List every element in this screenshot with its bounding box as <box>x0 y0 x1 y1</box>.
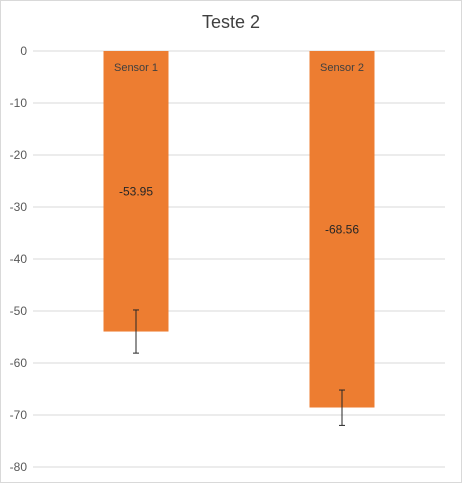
y-tick-label: -80 <box>10 460 28 474</box>
category-label: Sensor 1 <box>114 62 158 74</box>
category-label: Sensor 2 <box>320 62 364 74</box>
y-tick-label: -10 <box>10 96 28 110</box>
y-tick-label: -70 <box>10 408 28 422</box>
chart-title: Teste 2 <box>202 12 260 32</box>
data-label: -68.56 <box>325 222 359 236</box>
y-tick-label: -20 <box>10 148 28 162</box>
bar <box>103 51 169 332</box>
y-tick-label: -30 <box>10 200 28 214</box>
y-tick-label: 0 <box>20 44 27 58</box>
y-tick-label: -60 <box>10 356 28 370</box>
y-tick-label: -50 <box>10 304 28 318</box>
data-label: -53.95 <box>119 184 153 198</box>
bar <box>309 51 375 408</box>
y-tick-label: -40 <box>10 252 28 266</box>
